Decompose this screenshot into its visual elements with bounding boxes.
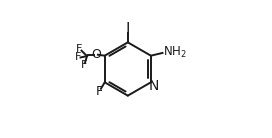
Text: F: F xyxy=(76,44,83,54)
Text: N: N xyxy=(149,79,159,93)
Text: F: F xyxy=(81,60,87,70)
Text: O: O xyxy=(91,48,101,61)
Text: I: I xyxy=(126,22,130,37)
Text: NH$_2$: NH$_2$ xyxy=(163,45,187,60)
Text: F: F xyxy=(96,85,103,98)
Text: F: F xyxy=(75,52,81,63)
